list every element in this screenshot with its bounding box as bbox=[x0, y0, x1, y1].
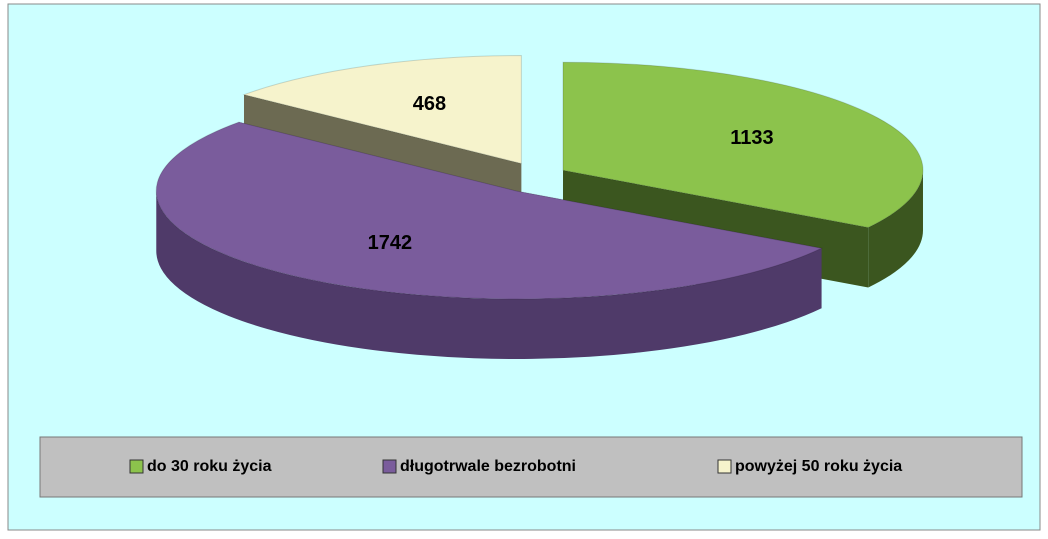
slice bbox=[562, 61, 924, 229]
slice-wall bbox=[868, 170, 923, 288]
legend-swatch bbox=[129, 459, 144, 474]
legend-label: powyżej 50 roku życia bbox=[735, 458, 902, 475]
slice-wall bbox=[156, 190, 822, 359]
slice bbox=[242, 55, 522, 165]
data-label: 468 bbox=[413, 93, 446, 115]
legend-swatch bbox=[717, 459, 732, 474]
legend-box bbox=[39, 436, 1023, 498]
legend-swatch bbox=[382, 459, 397, 474]
legend-label: długotrwale bezrobotni bbox=[400, 458, 576, 475]
legend-label: do 30 roku życia bbox=[147, 458, 272, 475]
data-label: 1133 bbox=[730, 127, 773, 149]
slice bbox=[155, 121, 824, 300]
data-label: 1742 bbox=[368, 232, 413, 254]
